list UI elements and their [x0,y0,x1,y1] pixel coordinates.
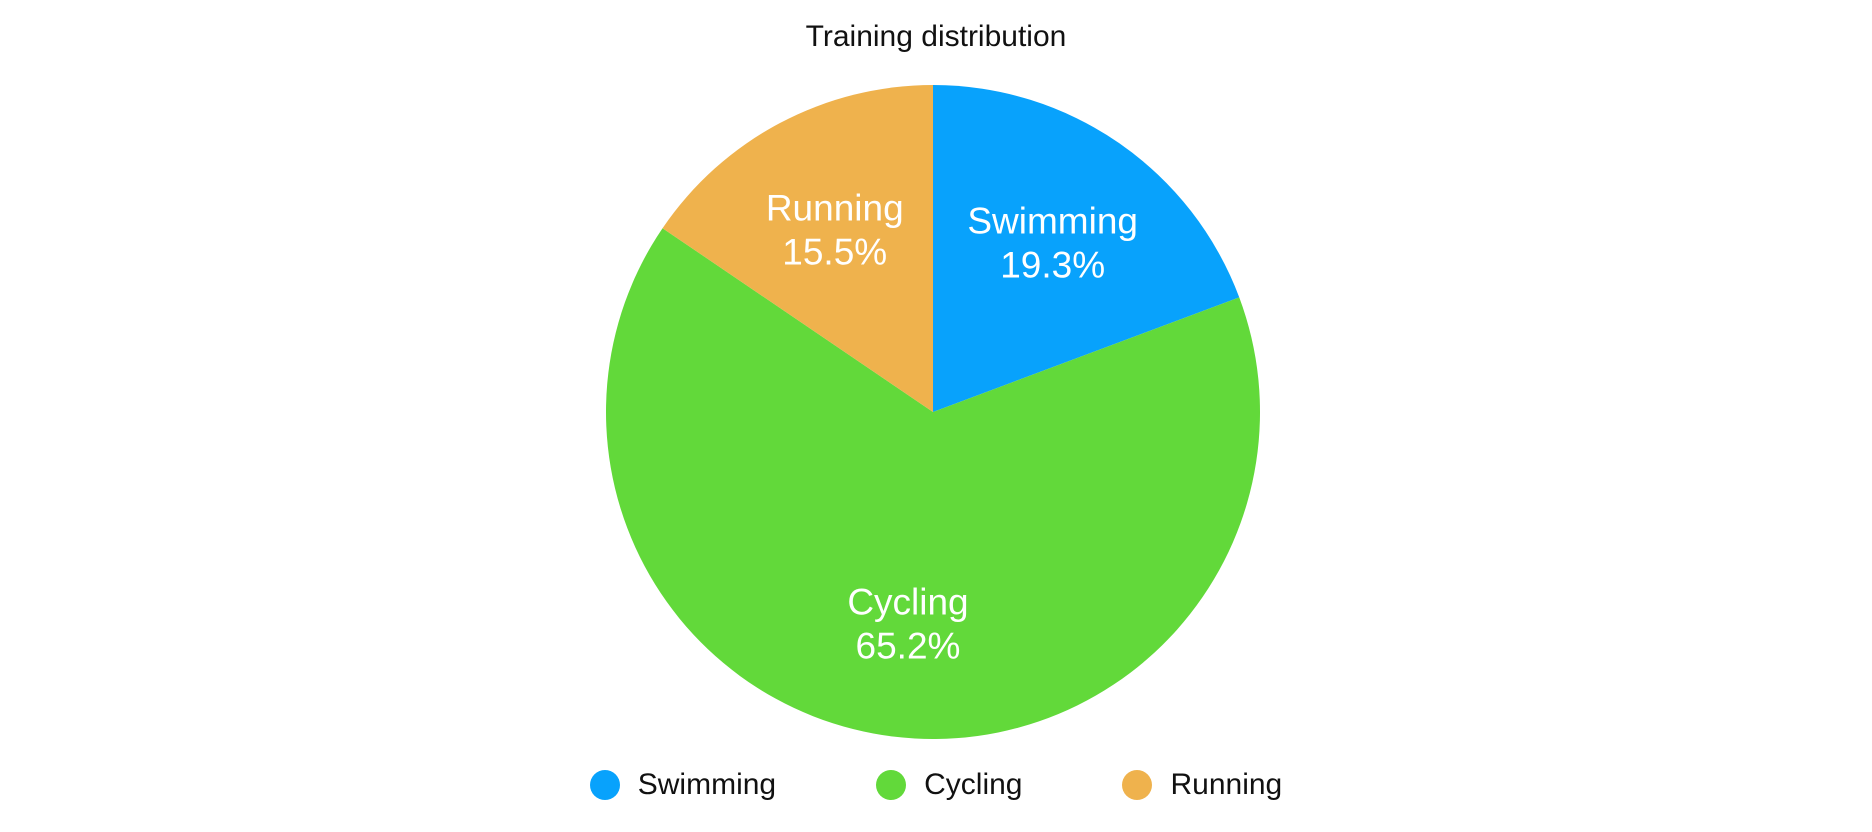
pie-slices [606,85,1260,739]
legend-label-running: Running [1170,768,1283,801]
legend-swatch-cycling [876,770,907,800]
slice-running[interactable] [662,85,933,412]
chart-title: Training distribution [805,20,1067,53]
legend-item-swimming[interactable]: Swimming [589,768,777,802]
slice-swimming[interactable] [933,85,1240,412]
slice-value-swimming: 19.3% [1000,244,1105,285]
legend-item-cycling[interactable]: Cycling [876,768,1022,802]
legend-item-running[interactable]: Running [1122,768,1282,802]
slice-value-cycling: 65.2% [856,626,961,667]
legend-swatch-swimming [589,770,620,800]
legend-label-swimming: Swimming [637,768,777,801]
legend-label-cycling: Cycling [924,768,1023,801]
slice-category-cycling: Cycling [847,582,968,623]
slice-label-cycling: Cycling 65.2% [847,582,968,667]
slice-label-running: Running 15.5% [766,187,904,272]
slice-category-swimming: Swimming [967,200,1138,241]
pie-labels: Swimming 19.3% Cycling 65.2% Running 15.5% [766,187,1138,666]
slice-category-running: Running [766,187,904,228]
legend-swatch-running [1122,770,1153,800]
legend: Swimming Cycling Running [0,768,1872,802]
slice-label-swimming: Swimming 19.3% [967,200,1138,285]
slice-cycling[interactable] [606,228,1260,739]
slice-value-running: 15.5% [782,231,887,272]
